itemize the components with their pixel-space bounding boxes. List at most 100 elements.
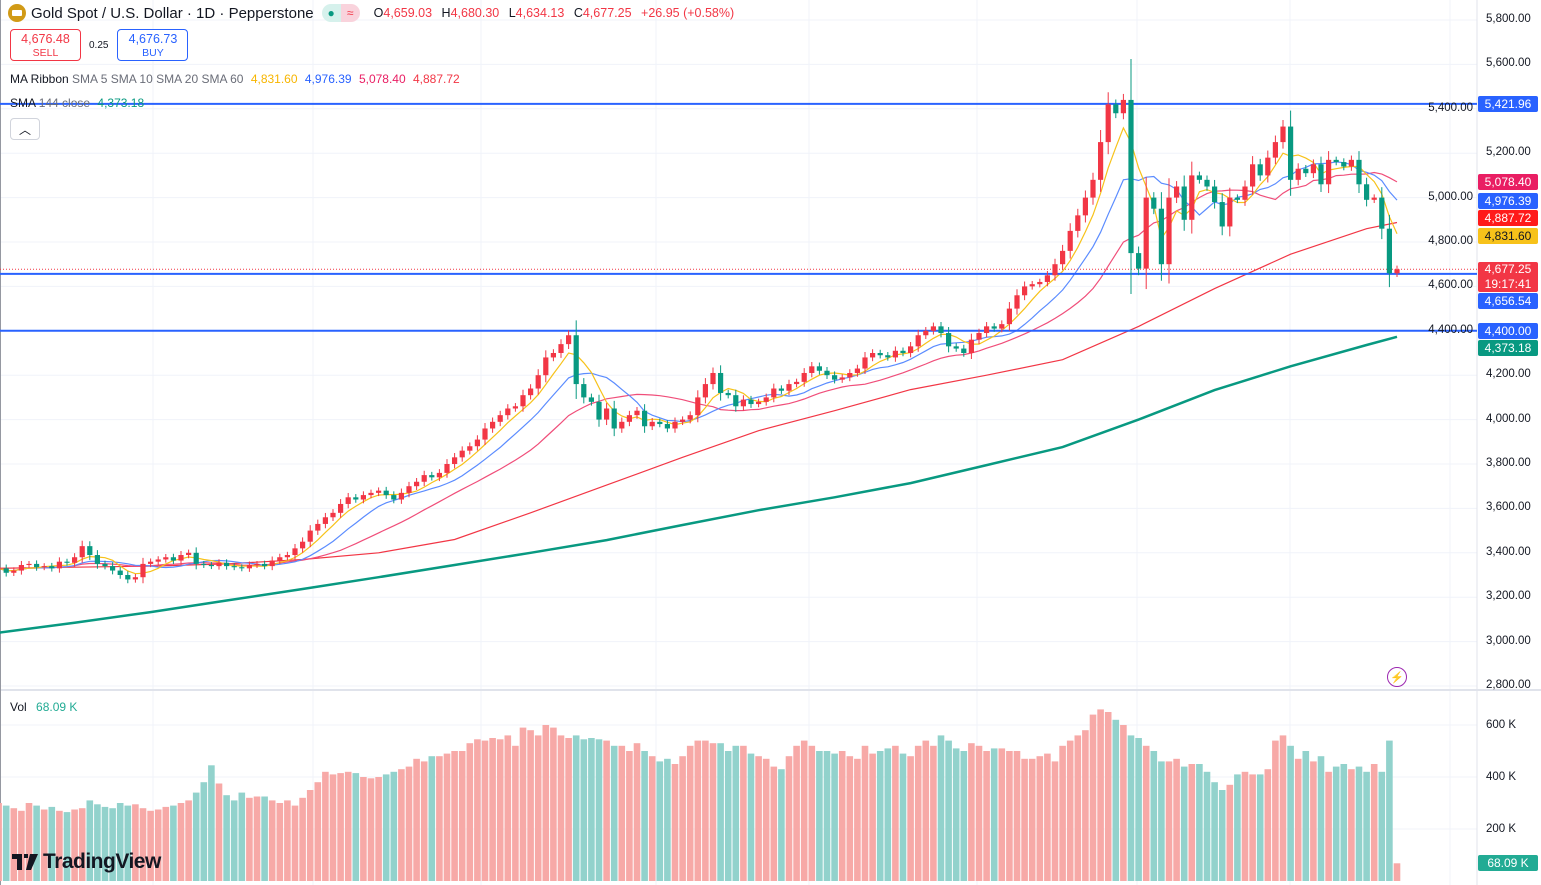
volume-bar <box>1256 774 1264 881</box>
candle <box>520 389 526 412</box>
candle-body <box>604 408 610 420</box>
candle-body <box>1341 162 1347 167</box>
buy-button[interactable]: 4,676.73 BUY <box>117 29 189 61</box>
volume-bar <box>937 735 945 881</box>
volume-bar <box>1203 771 1211 881</box>
candle-body <box>566 335 572 345</box>
candle <box>1227 187 1233 237</box>
sma20-line <box>0 171 1398 572</box>
candle <box>1075 208 1081 238</box>
candle <box>938 322 944 338</box>
market-open-dot-icon: ● <box>321 4 341 22</box>
price-tick: 4,200.00 <box>1486 368 1531 381</box>
candle-body <box>87 546 93 556</box>
candle-body <box>1014 295 1020 309</box>
candle <box>1090 172 1096 205</box>
sell-button[interactable]: 4,676.48 SELL <box>10 29 81 61</box>
candle <box>0 568 2 570</box>
volume-legend[interactable]: Vol 68.09 K <box>10 700 77 714</box>
candle-body <box>421 475 427 482</box>
market-status[interactable]: ● ≈ <box>321 4 360 22</box>
buy-price: 4,676.73 <box>128 32 178 46</box>
candle <box>18 560 24 575</box>
candle <box>41 563 47 571</box>
volume-bar <box>907 756 914 881</box>
volume-bar <box>1150 751 1158 881</box>
candle <box>1060 244 1066 271</box>
candle-body <box>406 486 412 493</box>
candle-body <box>170 557 176 561</box>
candle-body <box>178 555 184 561</box>
candle <box>1242 180 1248 206</box>
close-label: C <box>573 6 583 20</box>
volume-bar <box>747 753 755 881</box>
sma144-legend[interactable]: SMA 144 close 4,373.18 <box>10 96 144 110</box>
candle-body <box>1143 197 1149 269</box>
volume-bar <box>846 756 854 881</box>
horizontal-levels[interactable] <box>0 102 1477 332</box>
sma60-value: 4,887.72 <box>413 72 460 86</box>
candle <box>900 347 906 357</box>
candle <box>444 459 450 478</box>
volume-bar <box>261 796 268 881</box>
candle-body <box>588 397 594 402</box>
candle <box>467 442 473 455</box>
candle <box>619 417 625 433</box>
candle-body <box>353 497 359 500</box>
candle-body <box>398 492 404 500</box>
volume-bar <box>291 805 299 881</box>
ma-ribbon-name: MA Ribbon <box>10 72 69 86</box>
volume-bar <box>960 751 968 881</box>
volume-bar <box>337 773 344 881</box>
volume-bar <box>481 740 489 881</box>
candle-body <box>930 326 936 331</box>
candle <box>695 390 701 423</box>
change-value: +26.95 (+0.58%) <box>641 6 735 20</box>
candle <box>809 361 815 378</box>
candle-body <box>854 368 860 373</box>
candle <box>474 435 480 451</box>
sma5-line <box>0 126 1398 575</box>
candle <box>406 481 412 498</box>
volume-bar <box>1112 719 1120 881</box>
candle-body <box>1212 186 1218 203</box>
candle-body <box>626 415 632 422</box>
candle-body <box>18 565 24 571</box>
lightning-icon[interactable]: ⚡ <box>1387 667 1407 687</box>
tradingview-logo-icon <box>12 854 38 870</box>
volume-bar <box>778 769 785 881</box>
symbol-title[interactable]: Gold Spot / U.S. Dollar · 1D · Peppersto… <box>31 4 314 22</box>
volume-bar <box>2 805 10 881</box>
candle <box>1044 270 1050 287</box>
candle-body <box>885 355 891 358</box>
candle-body <box>991 326 997 329</box>
candle <box>1022 281 1028 301</box>
volume-bar <box>1044 753 1051 881</box>
volume-bar <box>1036 756 1044 881</box>
tradingview-logo[interactable]: TradingView <box>12 850 161 874</box>
collapse-legend-button[interactable]: ︿ <box>10 118 40 140</box>
ma-ribbon-legend[interactable]: MA Ribbon SMA 5 SMA 10 SMA 20 SMA 60 4,8… <box>10 72 460 86</box>
volume-bar <box>86 800 94 881</box>
candle-body <box>1158 208 1164 265</box>
volume-bar <box>755 756 762 881</box>
sma10-line <box>0 161 1398 572</box>
candle <box>1181 175 1187 231</box>
candle-body <box>938 326 944 334</box>
volume-bar <box>398 769 405 881</box>
candle-body <box>1006 308 1012 325</box>
candle <box>1379 187 1385 240</box>
volume-bar <box>147 810 154 881</box>
volume-bar <box>717 743 724 881</box>
volume-bar <box>390 771 398 881</box>
candle-body <box>262 563 268 567</box>
price-tick: 5,200.00 <box>1486 146 1531 159</box>
volume-bar <box>1325 771 1332 881</box>
volume-bar <box>1294 758 1302 881</box>
volume-bar <box>998 748 1006 881</box>
volume-bar <box>534 735 542 881</box>
candle-body <box>999 324 1005 329</box>
volume-bar <box>382 774 390 881</box>
candle-body <box>634 410 640 416</box>
